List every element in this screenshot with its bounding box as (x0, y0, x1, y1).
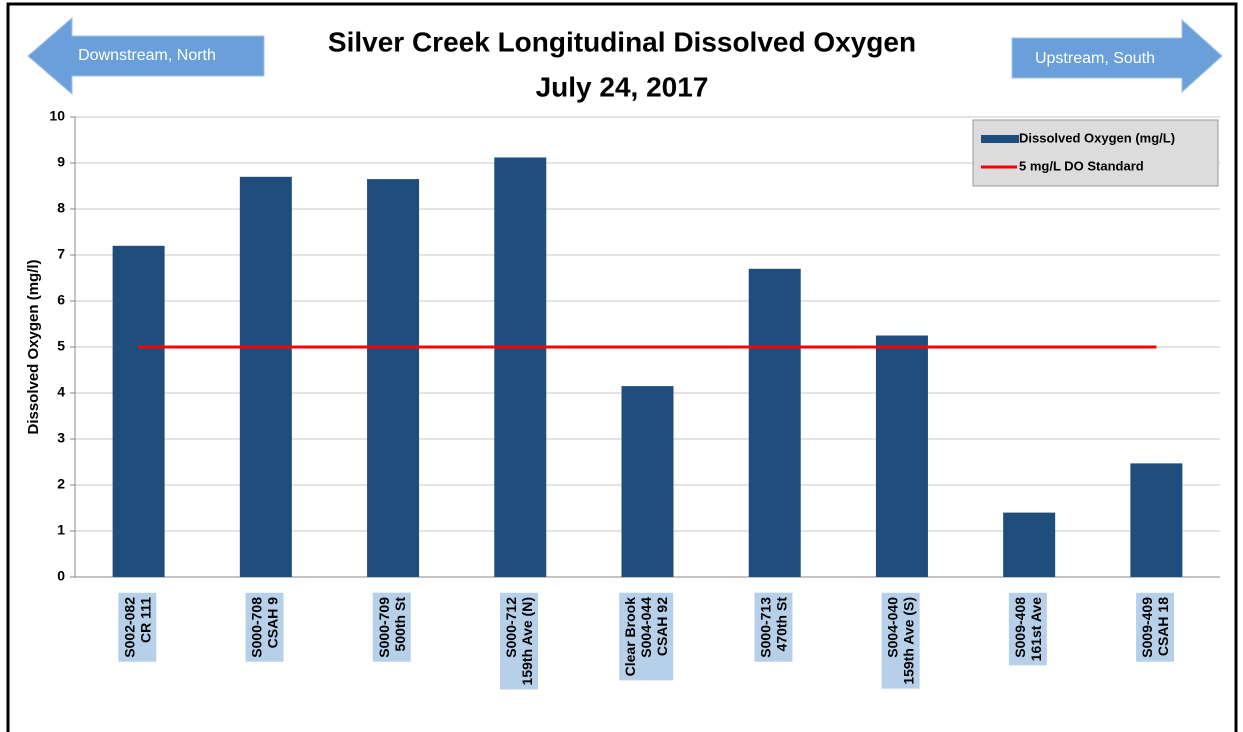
y-tick-label: 10 (49, 108, 65, 124)
x-tick-label: S002-082 CR 111 (118, 592, 157, 662)
x-tick-label-box (1136, 592, 1175, 662)
x-tick-label-box (754, 592, 793, 662)
legend (972, 119, 1219, 187)
bar (494, 157, 547, 578)
y-axis-label: Dissolved Oxygen (mg/l) (25, 259, 42, 434)
x-tick-label: S009-408 161st Ave (1008, 592, 1047, 666)
bar (367, 179, 420, 577)
bar (621, 386, 674, 577)
x-tick-label-line: 159th Ave (N) (519, 597, 535, 685)
x-tick-label-line: CSAH 18 (1155, 597, 1171, 656)
bar (112, 245, 165, 578)
y-tick-label: 4 (57, 384, 65, 400)
x-tick-label-line: S000-712 (503, 597, 519, 658)
x-tick-label-line: CSAH 92 (654, 597, 670, 656)
x-tick-label: S004-040 159th Ave (S) (881, 592, 920, 689)
y-tick-label: 8 (57, 200, 65, 216)
right-arrow (1011, 18, 1223, 94)
x-tick-label: S000-709 500th St (372, 592, 411, 662)
x-tick-label-line: S000-709 (376, 597, 392, 658)
x-tick-label-box (619, 592, 674, 681)
x-tick-label: S000-713 470th St (754, 592, 793, 662)
x-tick-label-line: S000-713 (757, 597, 773, 658)
bar (1130, 463, 1183, 577)
y-tick-label: 9 (57, 154, 65, 170)
x-tick-label-line: S004-044 (638, 597, 654, 658)
x-tick-label-line: S009-408 (1012, 597, 1028, 658)
x-tick-label: Clear Brook S004-044 CSAH 92 (619, 592, 674, 681)
x-tick-label: S009-409 CSAH 18 (1136, 592, 1175, 662)
x-tick-label-line: CR 111 (137, 597, 153, 643)
y-tick-label: 6 (57, 292, 65, 308)
x-tick-label-box (245, 592, 284, 662)
legend-swatch (981, 135, 1019, 143)
x-tick-label-line: S009-409 (1139, 597, 1155, 658)
x-tick-label-line: S004-040 (885, 597, 901, 658)
chart-title: Silver Creek Longitudinal Dissolved Oxyg… (328, 26, 916, 57)
x-tick-label-line: 159th Ave (S) (901, 597, 917, 685)
y-tick-label: 2 (57, 476, 65, 492)
x-tick-label-line: S002-082 (121, 597, 137, 658)
x-tick-label-line: 500th St (392, 597, 408, 652)
x-tick-label-line: Clear Brook (622, 597, 638, 677)
x-tick-label-line: 161st Ave (1028, 597, 1044, 662)
x-tick-label-line: S000-708 (249, 597, 265, 658)
y-tick-label: 5 (57, 338, 65, 354)
bar (239, 176, 292, 578)
x-tick-label-box (499, 592, 538, 690)
bar (748, 268, 801, 577)
legend-label: Dissolved Oxygen (mg/L) (1019, 130, 1175, 145)
arrow-label: Downstream, North (78, 47, 216, 64)
x-tick-label-box (1008, 592, 1047, 666)
arrow-label: Upstream, South (1035, 50, 1155, 67)
x-tick-label-box (372, 592, 411, 662)
bar (875, 335, 928, 577)
y-tick-label: 0 (57, 568, 65, 584)
x-tick-label: S000-712 159th Ave (N) (499, 592, 538, 690)
y-tick-label: 1 (57, 522, 65, 538)
x-tick-label-line: CSAH 9 (265, 597, 281, 649)
bar (1003, 512, 1056, 577)
y-tick-label: 3 (57, 430, 65, 446)
y-tick-label: 7 (57, 246, 65, 262)
x-tick-label-line: 470th St (773, 597, 789, 652)
chart-subtitle: July 24, 2017 (536, 71, 709, 102)
x-tick-label: S000-708 CSAH 9 (245, 592, 284, 662)
legend-label: 5 mg/L DO Standard (1019, 158, 1144, 173)
x-tick-label-box (118, 592, 157, 662)
left-arrow (27, 16, 265, 96)
x-tick-label-box (881, 592, 920, 689)
